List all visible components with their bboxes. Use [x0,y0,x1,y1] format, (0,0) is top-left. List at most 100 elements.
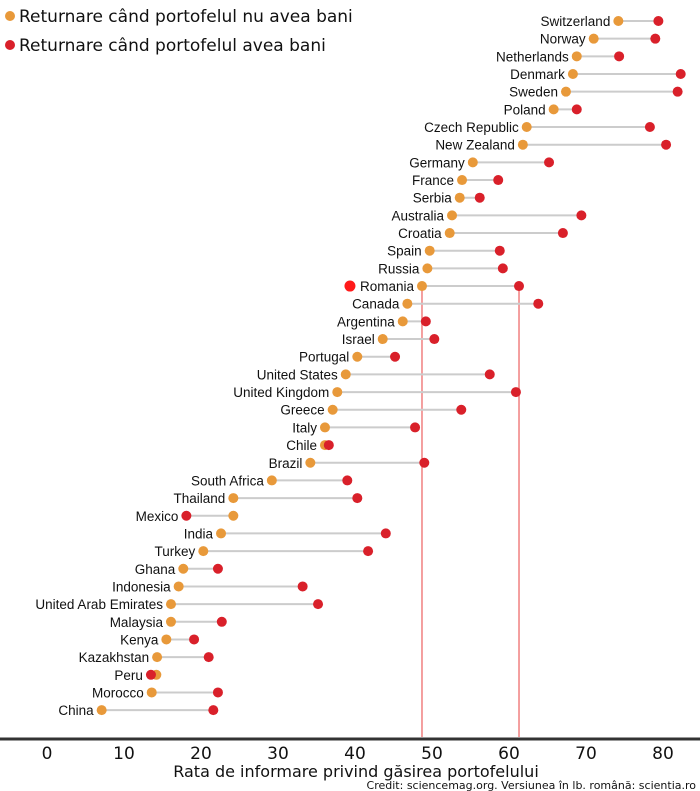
country-label: Australia [391,208,444,223]
dot-without-money [402,298,413,309]
dot-without-money [340,369,351,380]
dot-without-money [613,16,624,26]
country-label: Argentina [337,314,395,329]
row-france: France [412,173,504,188]
dot-without-money [173,581,184,592]
dot-with-money [420,316,431,327]
highlight-marker [344,280,356,292]
x-axis-label: Rata de informare privind găsirea portof… [173,762,539,781]
dot-with-money [456,404,467,415]
country-label: Israel [342,332,375,347]
country-label: Thailand [174,491,226,506]
dot-with-money [297,581,308,592]
dot-without-money [377,334,388,345]
country-label: Denmark [510,67,565,82]
row-united-states: United States [257,367,495,382]
country-label: Czech Republic [424,120,519,135]
dot-without-money [560,86,571,97]
dot-without-money [152,652,163,663]
row-greece: Greece [280,403,467,418]
row-indonesia: Indonesia [112,579,308,594]
dot-without-money [444,228,455,239]
dot-with-money [672,86,683,97]
dot-with-money [571,104,582,115]
country-label: Kazakhstan [79,650,150,665]
dot-with-money [650,33,661,44]
row-chile: Chile [286,438,334,453]
country-label: Malaysia [110,615,164,630]
row-argentina: Argentina [337,314,431,329]
dot-with-money [493,175,504,186]
country-label: Serbia [413,191,453,206]
dot-without-money [567,69,578,80]
x-tick-label: 40 [344,744,366,764]
country-label: United Arab Emirates [35,597,163,612]
country-label: Russia [378,261,420,276]
dot-with-money [212,563,223,574]
dot-without-money [548,104,559,115]
dot-without-money [454,192,465,203]
dot-without-money [319,422,330,433]
country-label: China [58,703,94,718]
country-label: Poland [504,102,546,117]
dot-without-money [327,404,338,415]
dot-with-money [216,616,227,627]
dot-without-money [216,528,227,539]
x-tick-label: 10 [113,744,135,764]
dot-without-money [457,175,468,186]
dot-with-money [494,245,505,256]
country-label: Brazil [269,456,303,471]
dot-without-money [467,157,478,168]
dot-with-money [410,422,421,433]
row-portugal: Portugal [299,350,401,365]
x-tick-label: 30 [267,744,289,764]
country-label: Indonesia [112,579,171,594]
dot-with-money [189,634,200,645]
dot-with-money [313,599,324,610]
dot-without-money [198,546,209,557]
row-russia: Russia [378,261,508,276]
dot-with-money [203,652,214,663]
row-australia: Australia [391,208,587,223]
dot-without-money [146,687,157,698]
dot-without-money [447,210,458,221]
dot-with-money [181,510,192,521]
row-czech-republic: Czech Republic [424,120,655,135]
row-brazil: Brazil [269,456,430,471]
dot-without-money [416,281,427,292]
dot-without-money [397,316,408,327]
x-tick-label: 80 [652,744,674,764]
dot-with-money [614,51,625,62]
dot-with-money [208,705,219,716]
row-norway: Norway [540,32,661,47]
country-label: Spain [387,244,422,259]
dot-without-money [165,599,176,610]
country-label: Ghana [135,562,176,577]
x-tick-label: 20 [190,744,212,764]
dot-with-money [429,334,440,345]
dot-without-money [588,33,599,44]
row-india: India [184,526,391,541]
dot-without-money [178,563,189,574]
row-canada: Canada [352,297,544,312]
dot-without-money [228,493,239,504]
row-china: China [58,703,219,718]
country-label: Turkey [155,544,196,559]
country-label: Greece [280,403,324,418]
dot-with-money [675,69,686,80]
country-label: Canada [352,297,400,312]
dot-with-money [653,16,664,26]
country-label: Mexico [136,509,179,524]
legend-label-without-money: Returnare când portofelul nu avea bani [19,7,353,27]
row-united-arab-emirates: United Arab Emirates [35,597,324,612]
dot-without-money [332,387,343,398]
dot-with-money [510,387,521,398]
credit-text: Credit: sciencemag.org. Versiunea în lb.… [367,779,697,791]
country-label: Chile [286,438,317,453]
dot-without-money [228,510,239,521]
row-ghana: Ghana [135,562,223,577]
dot-with-money [514,281,525,292]
dot-with-money [352,493,363,504]
dot-without-money [517,139,528,150]
